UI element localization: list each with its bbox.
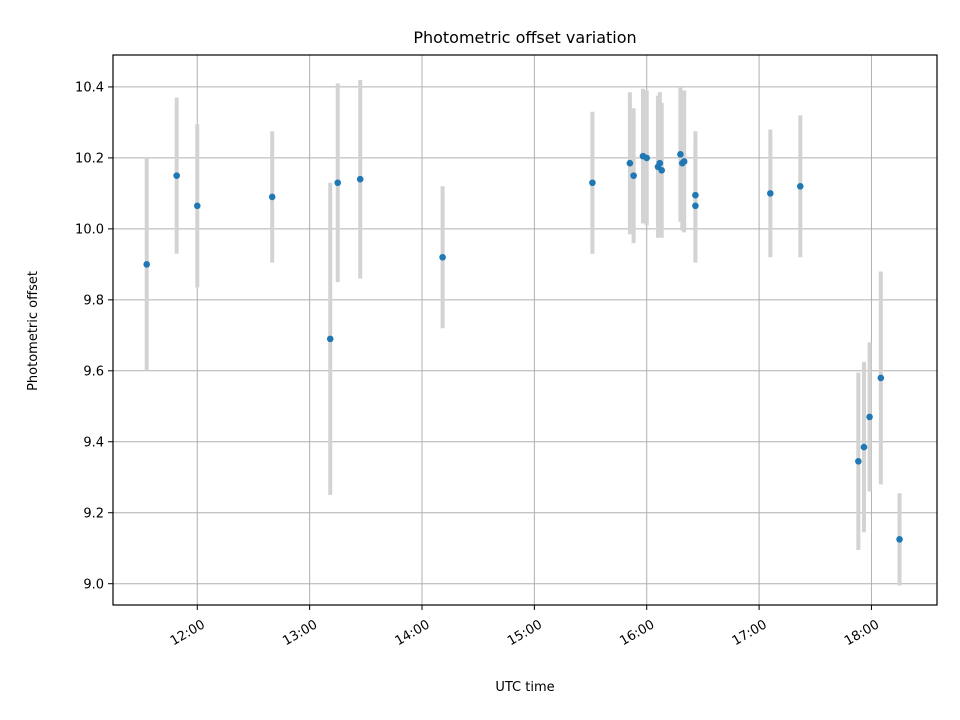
data-points [143,151,903,543]
data-point [896,536,903,543]
data-point [326,335,334,343]
data-point [356,175,364,183]
data-point [658,167,666,174]
data-point [677,151,684,158]
error-bars [144,79,902,586]
data-point [866,413,873,421]
data-point [173,172,180,179]
y-tick-label: 9.4 [83,435,104,450]
data-point [439,253,446,261]
data-point [692,202,699,210]
data-point [193,202,201,210]
data-point [656,159,664,167]
x-axis-label: UTC time [495,680,554,695]
data-point [626,159,634,167]
data-point [680,158,688,165]
data-point [643,154,651,162]
y-tick-label: 9.2 [83,506,104,521]
y-tick-label: 10.4 [75,80,104,95]
data-point [589,179,596,187]
x-tick-label: 13:00 [280,617,320,649]
x-tick-label: 16:00 [617,617,657,649]
y-tick-label: 9.6 [83,364,104,379]
y-axis-label: Photometric offset [26,271,41,391]
x-axis-ticks: 12:00 13:00 14:00 15:00 16:00 17:00 18:00 [168,605,882,649]
chart-title: Photometric offset variation [413,28,636,47]
x-tick-label: 15:00 [505,617,545,649]
data-point [630,172,637,179]
x-tick-label: 14:00 [393,617,433,649]
grid [113,55,937,605]
data-point [268,193,276,201]
data-point [692,191,699,199]
y-tick-label: 10.0 [75,222,104,237]
data-point [855,457,862,465]
data-point [860,443,868,451]
y-tick-label: 9.8 [83,293,104,308]
plot-area-frame [112,54,938,606]
data-point [334,179,342,187]
y-tick-label: 9.0 [83,577,104,592]
data-point [796,182,804,190]
y-tick-label: 10.2 [75,151,104,166]
x-tick-label: 12:00 [168,617,208,649]
data-point [143,261,151,268]
x-tick-label: 17:00 [730,617,770,649]
data-point [767,190,774,197]
data-point [877,374,885,382]
y-axis-ticks: 9.0 9.2 9.4 9.6 9.8 10.0 10.2 10.4 [75,80,113,592]
x-tick-label: 18:00 [842,617,882,649]
